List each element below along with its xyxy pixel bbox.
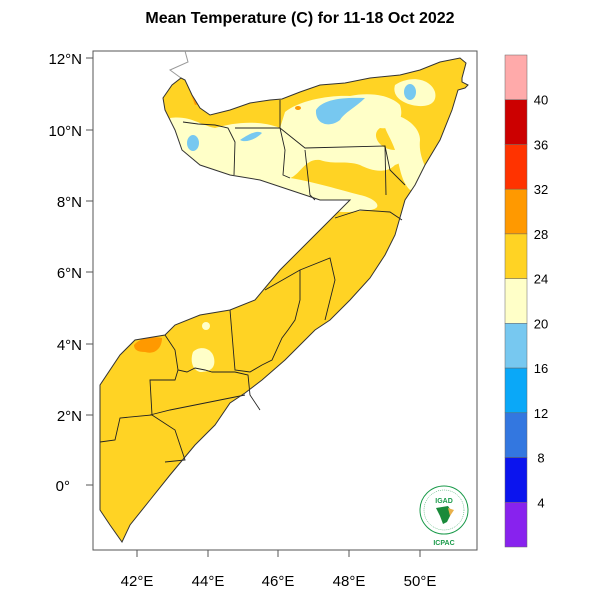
class-20-24-north — [170, 94, 407, 213]
lat-label: 2°N — [57, 408, 82, 425]
lat-label: 6°N — [57, 265, 82, 282]
colorbar-label: 36 — [534, 137, 548, 152]
colorbar-box — [504, 188, 528, 235]
lon-label: 46°E — [262, 573, 295, 590]
lon-labels: 42°E 44°E 46°E 48°E 50°E — [121, 573, 437, 590]
colorbar-label: 20 — [534, 316, 548, 331]
colorbar-box — [504, 233, 528, 279]
colorbar-label: 28 — [534, 227, 548, 242]
class-16-20-b — [404, 84, 416, 100]
colorbar-label: 12 — [534, 406, 548, 421]
class-20-24-east — [383, 114, 430, 190]
colorbar-box — [504, 278, 528, 324]
lat-label: 8°N — [57, 194, 82, 211]
class-16-20-d — [240, 131, 262, 142]
colorbar-box — [504, 144, 528, 190]
colorbar-box — [504, 99, 528, 145]
logo-icpac-text: ICPAC — [433, 540, 454, 547]
region-borders — [99, 100, 406, 463]
colorbar-label: 16 — [534, 361, 548, 376]
neighbor-border — [169, 50, 189, 79]
lat-label: 12°N — [48, 51, 82, 68]
class-16-20-c — [187, 135, 199, 151]
colorbar-label: 40 — [534, 93, 548, 108]
colorbar: 40 36 32 28 24 20 16 12 8 4 — [504, 54, 548, 548]
colorbar-label: 32 — [534, 182, 548, 197]
class-28-32-a — [134, 337, 162, 353]
lon-axis — [136, 550, 421, 557]
lat-label: 10°N — [48, 123, 82, 140]
map-title: Mean Temperature (C) for 11-18 Oct 2022 — [145, 10, 455, 27]
africa-icon — [436, 506, 452, 524]
lat-labels: 12°N 10°N 8°N 6°N 4°N 2°N 0° — [48, 51, 82, 495]
lat-label: 4°N — [57, 337, 82, 354]
class-28-32-c — [295, 106, 301, 110]
lon-label: 44°E — [192, 573, 225, 590]
colorbar-box — [504, 54, 528, 100]
colorbar-box — [504, 367, 528, 414]
colorbar-box — [504, 323, 528, 369]
lon-label: 42°E — [121, 573, 154, 590]
colorbar-box — [504, 412, 528, 458]
lon-label: 50°E — [404, 573, 437, 590]
colorbar-box — [504, 457, 528, 503]
lat-axis — [86, 57, 93, 486]
colorbar-label: 4 — [537, 495, 544, 510]
lat-label: 0° — [56, 478, 70, 495]
class-20-24-central — [191, 348, 215, 372]
colorbar-box — [504, 502, 528, 548]
lon-label: 48°E — [333, 573, 366, 590]
igad-icpac-logo: IGAD ICPAC — [419, 485, 469, 547]
class-20-24-spot — [202, 322, 210, 330]
class-16-20-a — [315, 97, 365, 125]
colorbar-label: 24 — [534, 272, 548, 287]
colorbar-label: 8 — [537, 451, 544, 466]
logo-igad-text: IGAD — [435, 498, 453, 505]
